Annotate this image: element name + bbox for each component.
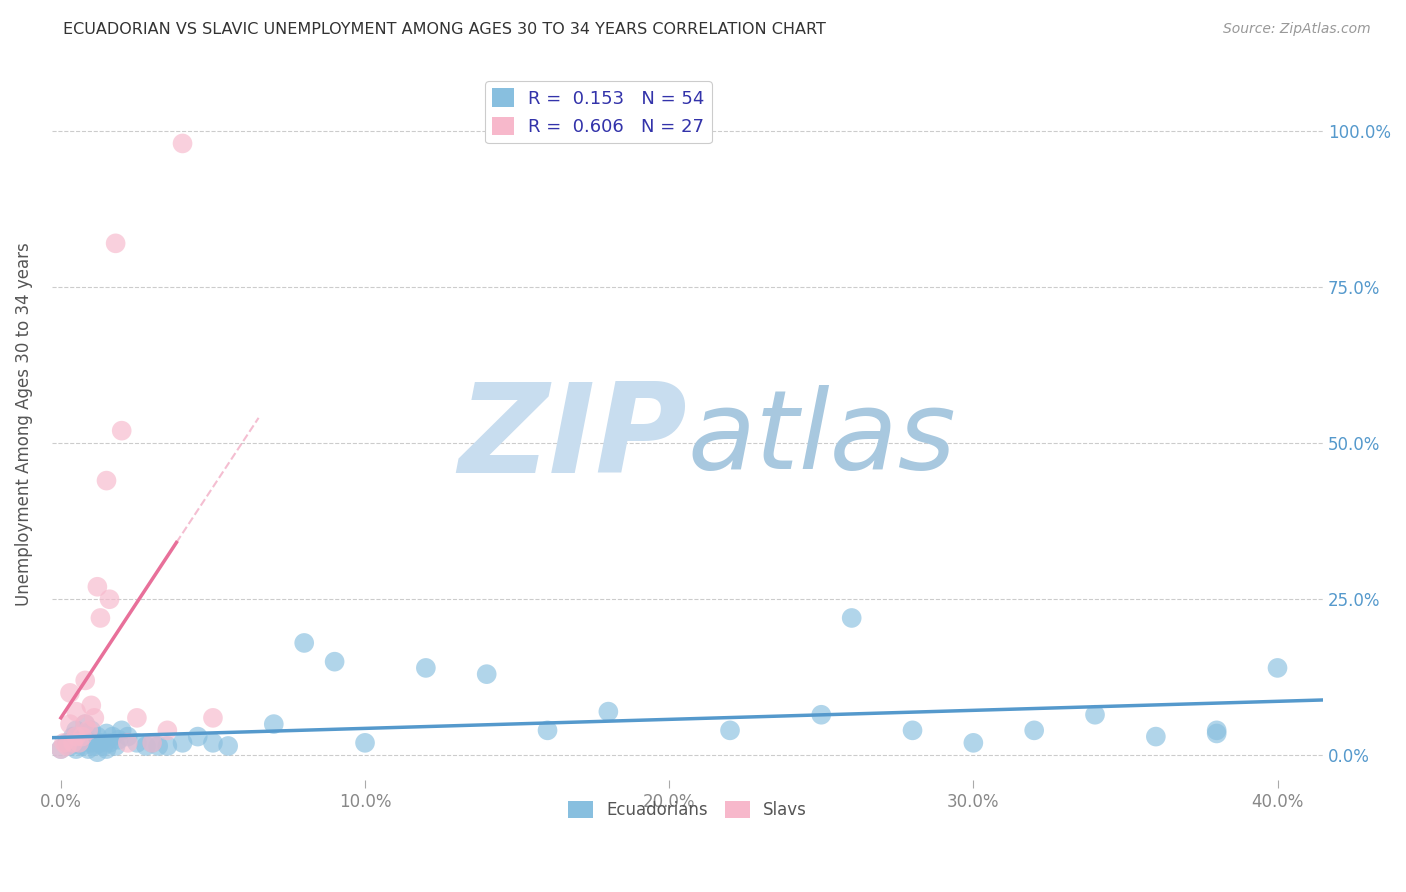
Point <box>1267 661 1289 675</box>
Point <box>111 723 134 738</box>
Point <box>156 739 179 753</box>
Point <box>292 636 315 650</box>
Point <box>263 717 285 731</box>
Text: Source: ZipAtlas.com: Source: ZipAtlas.com <box>1223 22 1371 37</box>
Point <box>718 723 741 738</box>
Point <box>75 717 97 731</box>
Text: ZIP: ZIP <box>458 378 688 500</box>
Point <box>86 730 108 744</box>
Point <box>172 136 194 151</box>
Point <box>96 742 118 756</box>
Point <box>75 732 97 747</box>
Point <box>125 736 148 750</box>
Point <box>83 711 105 725</box>
Point <box>111 424 134 438</box>
Point <box>1205 726 1227 740</box>
Point <box>59 717 82 731</box>
Point <box>148 739 170 753</box>
Point <box>117 736 139 750</box>
Point <box>49 742 72 756</box>
Point <box>67 736 90 750</box>
Point <box>201 711 224 725</box>
Text: atlas: atlas <box>688 385 956 492</box>
Point <box>56 739 79 753</box>
Point <box>901 723 924 738</box>
Point <box>135 739 157 753</box>
Point <box>75 717 97 731</box>
Point <box>98 736 121 750</box>
Point <box>1205 723 1227 738</box>
Point <box>536 723 558 738</box>
Point <box>96 726 118 740</box>
Point <box>125 711 148 725</box>
Point <box>96 474 118 488</box>
Point <box>117 730 139 744</box>
Point <box>86 580 108 594</box>
Point <box>475 667 498 681</box>
Legend: Ecuadorians, Slavs: Ecuadorians, Slavs <box>561 794 814 825</box>
Point <box>77 742 100 756</box>
Point <box>104 739 127 753</box>
Point <box>93 739 115 753</box>
Point <box>172 736 194 750</box>
Point <box>841 611 863 625</box>
Point <box>86 745 108 759</box>
Point <box>415 661 437 675</box>
Point <box>62 730 84 744</box>
Point <box>70 739 93 753</box>
Point <box>810 707 832 722</box>
Point <box>70 730 93 744</box>
Text: ECUADORIAN VS SLAVIC UNEMPLOYMENT AMONG AGES 30 TO 34 YEARS CORRELATION CHART: ECUADORIAN VS SLAVIC UNEMPLOYMENT AMONG … <box>63 22 827 37</box>
Point <box>354 736 377 750</box>
Point <box>1144 730 1167 744</box>
Point <box>62 736 84 750</box>
Point <box>98 592 121 607</box>
Point <box>65 705 87 719</box>
Point <box>75 673 97 688</box>
Point <box>323 655 346 669</box>
Point <box>56 736 79 750</box>
Point <box>101 730 124 744</box>
Point <box>104 236 127 251</box>
Point <box>107 732 129 747</box>
Point <box>65 742 87 756</box>
Point <box>141 736 163 750</box>
Point <box>141 736 163 750</box>
Point <box>83 739 105 753</box>
Point <box>217 739 239 753</box>
Point <box>1084 707 1107 722</box>
Y-axis label: Unemployment Among Ages 30 to 34 years: Unemployment Among Ages 30 to 34 years <box>15 243 32 607</box>
Point <box>201 736 224 750</box>
Point <box>89 611 111 625</box>
Point <box>598 705 620 719</box>
Point <box>80 723 103 738</box>
Point <box>67 736 90 750</box>
Point <box>59 686 82 700</box>
Point <box>80 736 103 750</box>
Point <box>89 736 111 750</box>
Point <box>49 742 72 756</box>
Point <box>962 736 984 750</box>
Point <box>80 698 103 713</box>
Point <box>1024 723 1046 738</box>
Point <box>77 723 100 738</box>
Point <box>65 723 87 738</box>
Point <box>156 723 179 738</box>
Point <box>52 736 75 750</box>
Point <box>59 739 82 753</box>
Point <box>65 730 87 744</box>
Point <box>187 730 209 744</box>
